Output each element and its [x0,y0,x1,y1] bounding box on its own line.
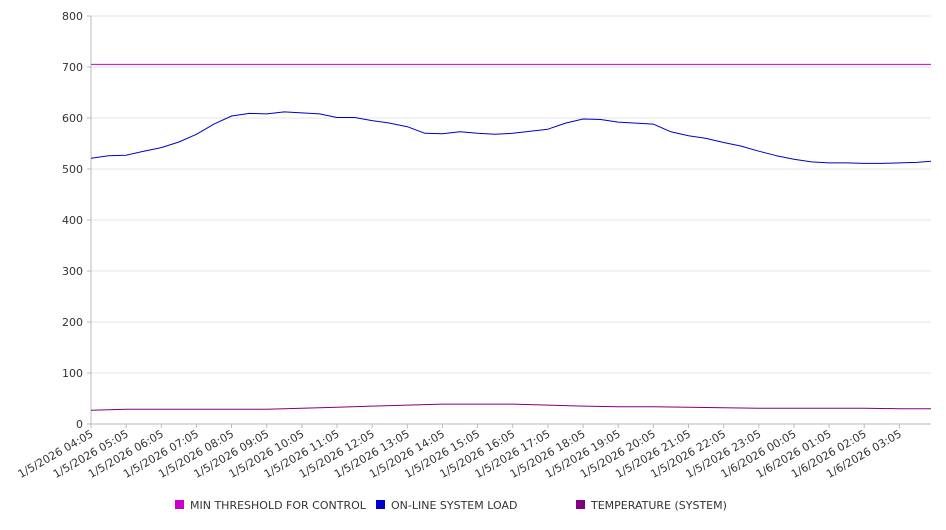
grid-lines [91,15,931,374]
y-tick-labels: 0 100 200 300 400 500 600 700 800 [62,10,83,431]
axes [87,15,931,428]
series-line-2 [90,403,931,411]
legend-label: ON-LINE SYSTEM LOAD [391,499,517,512]
y-tick-label: 800 [62,10,83,23]
legend-swatch [175,500,184,509]
y-tick-label: 600 [62,112,83,125]
series-lines [90,63,932,411]
legend-label: TEMPERATURE (SYSTEM) [590,499,727,512]
legend-swatch [576,500,585,509]
x-tick-labels: 1/5/2026 04:051/5/2026 05:051/5/2026 06:… [16,427,904,481]
legend-swatch [376,500,385,509]
legend: MIN THRESHOLD FOR CONTROL ON-LINE SYSTEM … [175,499,727,512]
y-tick-label: 400 [62,214,83,227]
y-tick-label: 500 [62,163,83,176]
series-line-1 [90,111,932,164]
y-tick-label: 300 [62,265,83,278]
legend-label: MIN THRESHOLD FOR CONTROL [190,499,367,512]
y-tick-label: 0 [76,418,83,431]
y-tick-label: 700 [62,61,83,74]
y-tick-label: 100 [62,367,83,380]
y-tick-label: 200 [62,316,83,329]
